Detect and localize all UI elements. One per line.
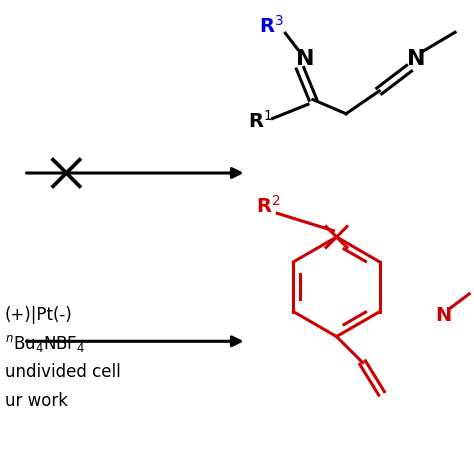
Text: $\mathregular{R}^1$: $\mathregular{R}^1$ [248, 110, 273, 132]
Text: N: N [407, 49, 426, 69]
Text: $^{n}$Bu$_4$NBF$_4$: $^{n}$Bu$_4$NBF$_4$ [5, 333, 85, 354]
Text: N: N [435, 306, 451, 325]
Text: ur work: ur work [5, 392, 68, 410]
Text: $\mathregular{R}^3$: $\mathregular{R}^3$ [259, 15, 283, 37]
Text: N: N [295, 49, 314, 69]
Text: (+)|Pt(-): (+)|Pt(-) [5, 306, 73, 324]
Text: $\mathregular{R}^2$: $\mathregular{R}^2$ [255, 195, 280, 217]
Text: undivided cell: undivided cell [5, 363, 120, 381]
